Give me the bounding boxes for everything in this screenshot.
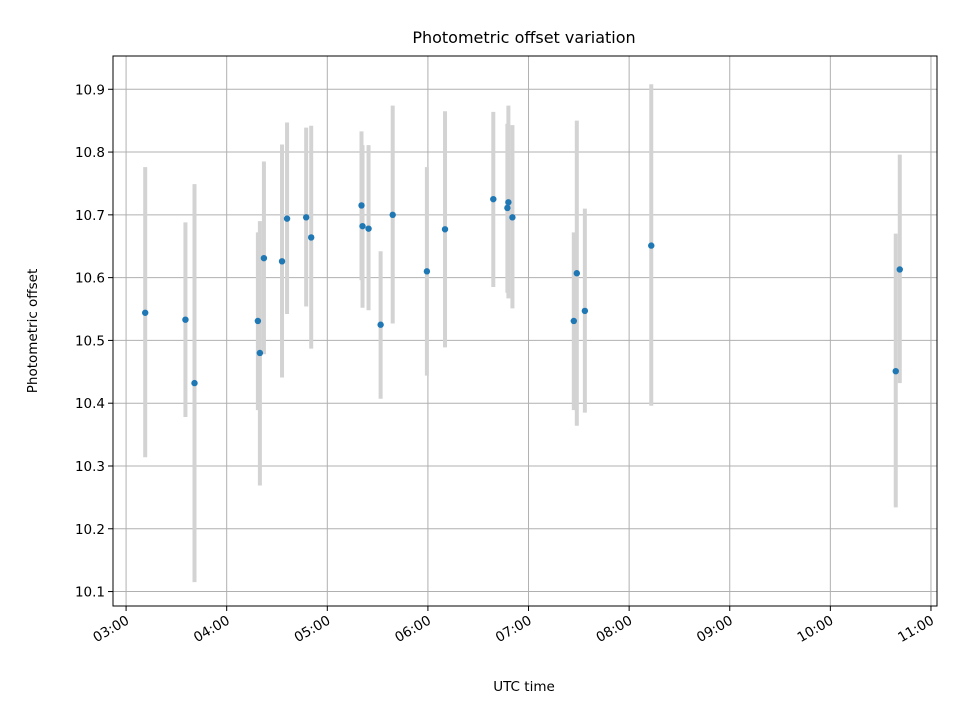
y-tick-label: 10.3	[75, 459, 105, 475]
data-point	[182, 316, 189, 323]
data-point	[896, 266, 903, 273]
chart-title: Photometric offset variation	[412, 28, 635, 47]
y-tick-label: 10.1	[75, 585, 105, 601]
y-tick-label: 10.9	[75, 82, 105, 98]
data-points	[141, 195, 903, 387]
data-point	[358, 202, 365, 209]
data-point	[359, 222, 366, 230]
data-point	[308, 234, 315, 241]
y-tick-label: 10.2	[75, 522, 105, 538]
data-point	[278, 258, 286, 265]
data-point	[389, 211, 396, 219]
y-tick-label: 10.7	[75, 208, 105, 224]
y-axis-ticks: 10.1 10.2 10.3 10.4 10.5 10.6 10.7 10.8 10.9	[75, 82, 113, 601]
y-axis-label: Photometric offset	[25, 269, 41, 393]
data-point	[892, 367, 899, 375]
data-point	[423, 268, 431, 275]
data-point	[365, 225, 372, 232]
data-point	[256, 349, 264, 357]
data-point	[260, 254, 268, 262]
grid	[113, 56, 937, 606]
data-point	[573, 270, 581, 277]
y-tick-label: 10.4	[75, 396, 105, 412]
data-point	[377, 321, 384, 328]
data-point	[191, 379, 198, 387]
data-point	[505, 199, 512, 206]
y-tick-label: 10.8	[75, 145, 105, 161]
data-point	[509, 214, 516, 221]
data-point	[283, 215, 291, 222]
data-point	[490, 195, 497, 203]
data-point	[254, 317, 262, 325]
data-point	[504, 204, 511, 212]
data-point	[648, 242, 655, 249]
data-point	[581, 307, 589, 315]
data-point	[441, 226, 449, 233]
data-point	[141, 309, 149, 316]
plot-frame	[112, 55, 938, 607]
x-axis-label: UTC time	[493, 679, 555, 695]
y-tick-label: 10.6	[75, 271, 105, 287]
data-point	[570, 317, 577, 325]
data-point	[302, 214, 310, 221]
y-tick-label: 10.5	[75, 333, 105, 349]
